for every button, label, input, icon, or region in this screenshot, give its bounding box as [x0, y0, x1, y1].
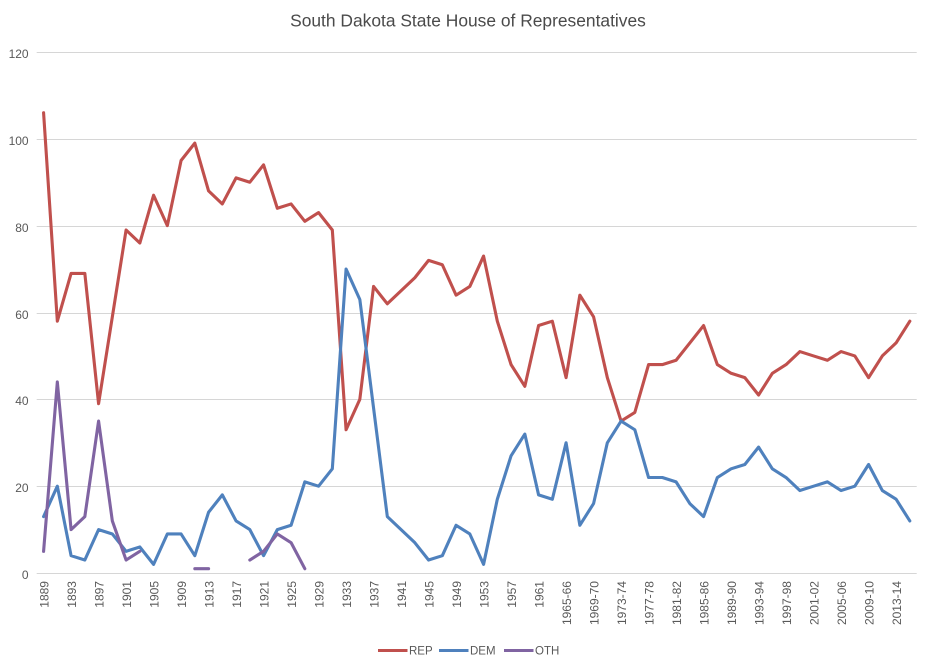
svg-text:2013-14: 2013-14 — [890, 581, 904, 625]
svg-text:1953: 1953 — [477, 581, 491, 608]
svg-text:1965-66: 1965-66 — [560, 581, 574, 625]
svg-text:1921: 1921 — [257, 581, 271, 608]
svg-text:1949: 1949 — [450, 581, 464, 608]
svg-text:1933: 1933 — [340, 581, 354, 608]
svg-text:OTH: OTH — [535, 646, 559, 658]
svg-text:1973-74: 1973-74 — [615, 581, 629, 625]
svg-text:1993-94: 1993-94 — [752, 581, 766, 625]
svg-text:1889: 1889 — [37, 581, 51, 608]
svg-text:60: 60 — [15, 308, 29, 322]
svg-text:2009-10: 2009-10 — [862, 581, 876, 625]
svg-text:1905: 1905 — [147, 581, 161, 608]
svg-text:1909: 1909 — [175, 581, 189, 608]
svg-text:20: 20 — [15, 481, 29, 495]
svg-text:1957: 1957 — [505, 581, 519, 608]
svg-text:0: 0 — [22, 568, 29, 582]
svg-text:1985-86: 1985-86 — [697, 581, 711, 625]
svg-text:South Dakota State House of Re: South Dakota State House of Representati… — [290, 11, 646, 31]
svg-text:120: 120 — [9, 47, 29, 61]
svg-text:1977-78: 1977-78 — [642, 581, 656, 625]
svg-text:1897: 1897 — [92, 581, 106, 608]
svg-text:80: 80 — [15, 221, 29, 235]
svg-text:1969-70: 1969-70 — [587, 581, 601, 625]
svg-text:DEM: DEM — [470, 646, 496, 658]
svg-text:1961: 1961 — [532, 581, 546, 608]
svg-text:1941: 1941 — [395, 581, 409, 608]
svg-text:1937: 1937 — [367, 581, 381, 608]
svg-text:2001-02: 2001-02 — [807, 581, 821, 625]
svg-text:1989-90: 1989-90 — [725, 581, 739, 625]
svg-text:1917: 1917 — [230, 581, 244, 608]
svg-text:1997-98: 1997-98 — [780, 581, 794, 625]
svg-text:100: 100 — [9, 134, 29, 148]
svg-text:1913: 1913 — [202, 581, 216, 608]
svg-text:2005-06: 2005-06 — [835, 581, 849, 625]
svg-text:1925: 1925 — [285, 581, 299, 608]
svg-text:1929: 1929 — [312, 581, 326, 608]
svg-text:1945: 1945 — [422, 581, 436, 608]
svg-text:1901: 1901 — [120, 581, 134, 608]
svg-text:1893: 1893 — [65, 581, 79, 608]
svg-text:1981-82: 1981-82 — [670, 581, 684, 625]
svg-text:40: 40 — [15, 394, 29, 408]
svg-text:REP: REP — [409, 646, 433, 658]
